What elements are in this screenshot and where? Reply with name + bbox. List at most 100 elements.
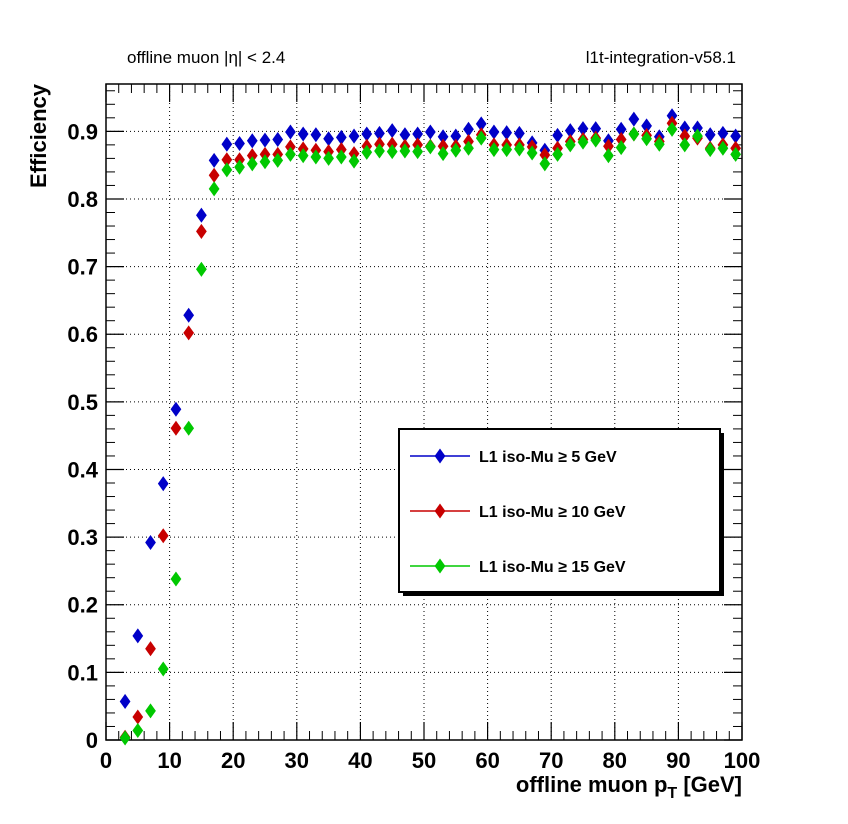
x-tick-labels: 0 10 20 30 40 50 60 70 80 90 100 <box>100 748 760 773</box>
data-point <box>183 307 195 323</box>
data-point <box>170 401 182 417</box>
series-1 <box>119 108 742 709</box>
y-tick-label: 0.3 <box>67 525 98 550</box>
data-point <box>221 162 233 178</box>
x-tick-label: 60 <box>475 748 499 773</box>
data-point <box>208 181 220 197</box>
data-point <box>196 223 207 239</box>
grid <box>106 84 742 740</box>
legend-marker <box>434 448 446 464</box>
data-point <box>196 261 207 277</box>
y-tick-label: 0.4 <box>67 457 98 482</box>
data-point <box>615 140 627 156</box>
data-point <box>653 136 665 152</box>
y-tick-label: 0.6 <box>67 322 98 347</box>
data-point <box>348 128 360 144</box>
data-point <box>628 111 640 127</box>
data-point <box>603 148 614 164</box>
data-point <box>666 121 678 137</box>
legend-entry-2: L1 iso-Mu ≥ 10 GeV <box>410 503 626 521</box>
x-tick-label: 40 <box>348 748 372 773</box>
data-point <box>285 146 296 162</box>
data-point <box>424 139 436 155</box>
data-point <box>132 709 144 725</box>
x-tick-label: 50 <box>412 748 436 773</box>
data-point <box>437 146 449 162</box>
data-point <box>552 146 563 162</box>
data-points <box>119 108 742 746</box>
data-point <box>501 142 513 158</box>
data-point <box>208 152 220 168</box>
legend-marker <box>434 503 446 519</box>
legend-entry-1: L1 iso-Mu ≥ 5 GeV <box>410 448 617 466</box>
data-point <box>119 730 131 746</box>
x-tick-label: 80 <box>603 748 627 773</box>
y-tick-label: 0.1 <box>67 660 98 685</box>
legend: L1 iso-Mu ≥ 5 GeV L1 iso-Mu ≥ 10 GeV L1 is… <box>398 428 724 596</box>
x-tick-label: 0 <box>100 748 112 773</box>
data-point <box>564 137 576 153</box>
data-point <box>183 325 195 341</box>
data-point <box>450 142 462 158</box>
data-point <box>679 137 691 153</box>
data-point <box>475 130 487 146</box>
y-tick-label: 0 <box>86 728 98 753</box>
data-point <box>399 143 411 159</box>
series-3 <box>119 121 742 746</box>
header-release-tag: l1t-integration-v58.1 <box>585 48 736 67</box>
data-point <box>514 141 525 157</box>
x-tick-label: 70 <box>539 748 563 773</box>
data-point <box>157 661 169 677</box>
data-point <box>145 641 156 657</box>
data-point <box>259 132 271 148</box>
data-point <box>132 628 144 644</box>
legend-label: L1 iso-Mu ≥ 15 GeV <box>479 559 626 576</box>
data-point <box>463 140 474 156</box>
data-point <box>170 420 182 436</box>
y-tick-label: 0.5 <box>67 390 98 415</box>
data-point <box>590 132 602 148</box>
data-point <box>488 124 500 140</box>
x-tick-label: 20 <box>221 748 245 773</box>
data-point <box>374 143 385 159</box>
data-point <box>577 134 589 150</box>
data-point <box>208 167 220 183</box>
y-tick-label: 0.9 <box>67 119 98 144</box>
legend-label: L1 iso-Mu ≥ 10 GeV <box>479 504 626 521</box>
data-point <box>526 145 538 161</box>
data-point <box>704 142 716 158</box>
data-point <box>641 131 652 147</box>
data-point <box>348 153 360 169</box>
data-point <box>183 420 195 436</box>
data-point <box>259 154 271 170</box>
data-point <box>234 159 245 175</box>
y-axis-title: Efficiency <box>26 83 51 188</box>
x-axis-title: offline muon pT [GeV] <box>516 772 742 802</box>
data-point <box>730 146 742 162</box>
data-point <box>717 140 729 156</box>
data-point <box>386 144 398 160</box>
data-point <box>285 124 296 140</box>
data-point <box>704 127 716 143</box>
data-point <box>246 133 258 149</box>
data-point <box>628 126 640 142</box>
data-point <box>552 127 563 143</box>
axis-ticks <box>105 84 743 741</box>
data-point <box>170 571 182 587</box>
data-point <box>424 124 436 140</box>
data-point <box>539 156 551 172</box>
legend-entry-3: L1 iso-Mu ≥ 15 GeV <box>410 558 626 576</box>
y-tick-label: 0.2 <box>67 593 98 618</box>
data-point <box>119 693 131 709</box>
data-point <box>488 142 500 158</box>
data-point <box>132 723 144 739</box>
legend-label: L1 iso-Mu ≥ 5 GeV <box>479 449 617 466</box>
x-tick-label: 30 <box>285 748 309 773</box>
y-tick-labels: 0 0.1 0.2 0.3 0.4 0.5 0.6 0.7 0.8 0.9 <box>67 119 98 753</box>
data-point <box>272 152 284 168</box>
data-point <box>196 207 207 223</box>
data-point <box>157 476 169 492</box>
data-point <box>221 136 233 152</box>
data-point <box>361 144 373 160</box>
